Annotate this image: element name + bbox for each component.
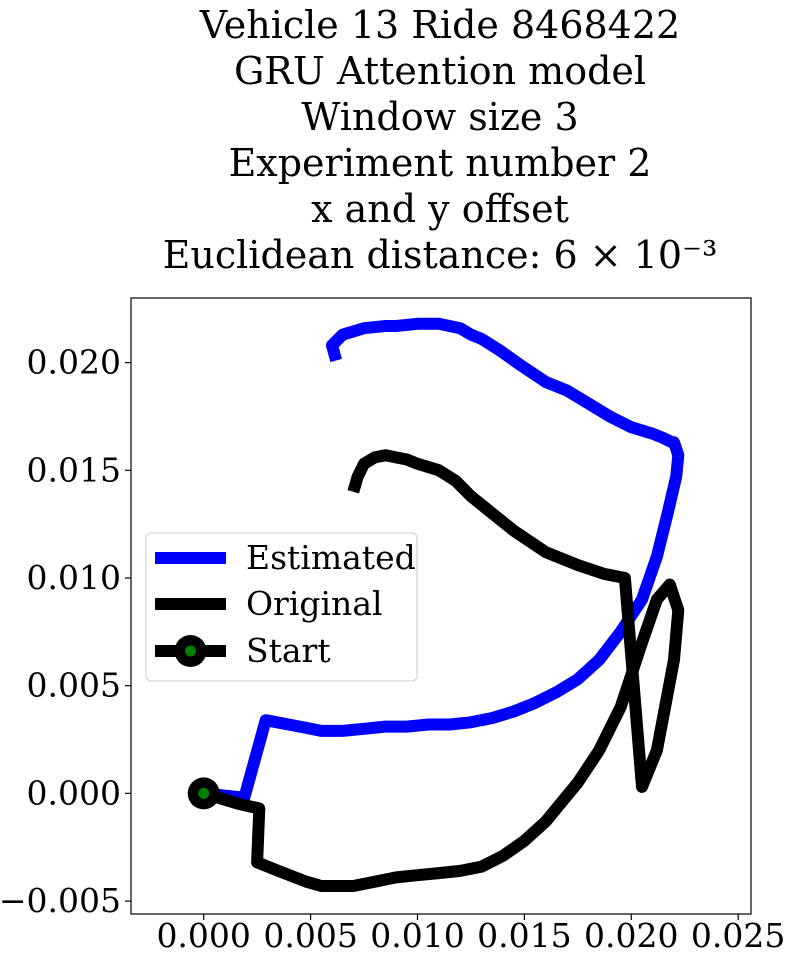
x-tick-label: 0.025 <box>691 916 785 955</box>
y-tick-label: 0.005 <box>27 666 121 705</box>
legend-start-marker-center <box>185 645 196 657</box>
start-marker-center <box>198 787 210 799</box>
title-line: x and y offset <box>311 187 569 231</box>
x-axis: 0.000 0.005 0.010 0.015 0.020 0.025 <box>156 914 785 955</box>
legend-box <box>145 532 418 682</box>
title-line: GRU Attention model <box>233 49 647 93</box>
y-tick-label: 0.020 <box>27 343 121 382</box>
y-tick-label: −0.005 <box>0 881 121 920</box>
y-tick-label: 0.010 <box>27 558 121 597</box>
legend-label: Original <box>246 584 383 623</box>
title-line: Vehicle 13 Ride 8468422 <box>199 3 681 47</box>
y-tick-label: 0.000 <box>27 773 121 812</box>
x-tick-label: 0.005 <box>263 916 357 955</box>
x-tick-label: 0.015 <box>477 916 571 955</box>
x-tick-label: 0.020 <box>584 916 678 955</box>
series-line-estimated <box>203 317 685 804</box>
y-axis: −0.005 0.000 0.005 0.010 0.015 0.020 <box>0 343 131 920</box>
legend-label: Start <box>246 631 331 670</box>
title-line: Experiment number 2 <box>228 141 652 185</box>
title-line: Window size 3 <box>301 95 579 139</box>
legend-label: Estimated <box>246 538 416 577</box>
series-line-original <box>201 449 685 892</box>
x-tick-label: 0.010 <box>370 916 464 955</box>
y-tick-label: 0.015 <box>27 450 121 489</box>
title-line: Euclidean distance: 6 × 10⁻³ <box>162 233 718 277</box>
plot-frame <box>130 297 752 915</box>
chart-title: Vehicle 13 Ride 8468422 GRU Attention mo… <box>0 2 790 278</box>
x-tick-label: 0.000 <box>156 916 250 955</box>
series-layer <box>187 317 685 892</box>
legend: Estimated Original Start <box>145 532 418 682</box>
